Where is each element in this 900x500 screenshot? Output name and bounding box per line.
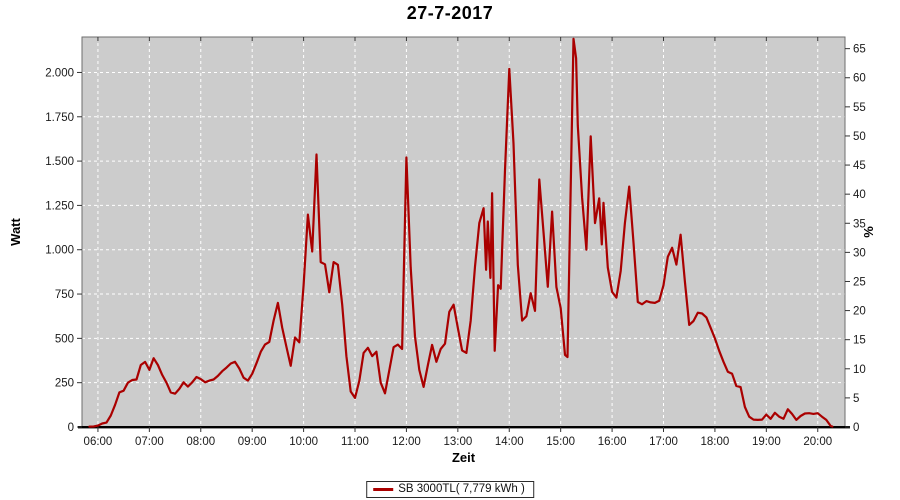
x-tick-label: 19:00 (752, 436, 781, 448)
y-left-tick-label: 750 (55, 289, 74, 301)
x-axis-line (78, 426, 850, 429)
x-tick-label: 07:00 (135, 436, 164, 448)
x-tick-label: 11:00 (341, 436, 369, 448)
y-right-tick-label: 55 (853, 102, 866, 114)
legend-line-marker (373, 487, 394, 491)
y-right-tick-label: 20 (853, 306, 866, 318)
y-right-tick-label: 0 (853, 422, 859, 434)
x-tick-label: 18:00 (701, 436, 730, 448)
y-right-tick-label: 30 (853, 247, 866, 259)
y-right-tick-label: 5 (853, 393, 859, 405)
x-tick-label: 10:00 (289, 436, 318, 448)
x-tick-label: 17:00 (649, 436, 678, 448)
y-left-axis-label: Watt (8, 217, 23, 245)
x-tick-label: 20:00 (803, 436, 832, 448)
series-line (88, 37, 834, 428)
plot-area (82, 37, 845, 427)
y-right-tick-label: 15 (853, 335, 866, 347)
y-left-tick-label: 1.500 (45, 156, 74, 168)
y-left-tick-label: 1.750 (45, 112, 74, 124)
x-tick-label: 08:00 (186, 436, 215, 448)
legend-label: SB 3000TL( 7,779 kWh ) (398, 483, 525, 495)
legend: SB 3000TL( 7,779 kWh ) (366, 481, 534, 498)
x-axis-label: Zeit (452, 450, 476, 465)
y-left-tick-label: 1.000 (45, 245, 74, 257)
x-tick-label: 12:00 (392, 436, 421, 448)
x-tick-label: 14:00 (495, 436, 524, 448)
y-right-tick-label: 45 (853, 160, 866, 172)
x-tick-label: 13:00 (443, 436, 472, 448)
y-right-axis-label: % (861, 226, 876, 238)
y-right-tick-label: 65 (853, 44, 866, 56)
x-tick-label: 16:00 (598, 436, 627, 448)
y-left-tick-label: 500 (55, 333, 74, 345)
x-tick-label: 06:00 (84, 436, 113, 448)
y-right-tick-label: 50 (853, 131, 866, 143)
chart-title: 27-7-2017 (406, 3, 494, 23)
y-left-tick-label: 1.250 (45, 200, 74, 212)
y-left-tick-label: 250 (55, 378, 74, 390)
y-right-tick-label: 10 (853, 364, 866, 376)
y-right-tick-label: 25 (853, 276, 866, 288)
y-right-tick-label: 40 (853, 189, 866, 201)
y-left-tick-label: 0 (68, 422, 74, 434)
y-right-tick-label: 60 (853, 73, 866, 85)
x-tick-label: 09:00 (238, 436, 267, 448)
y-left-tick-label: 2.000 (45, 67, 74, 79)
x-tick-label: 15:00 (546, 436, 575, 448)
y-right-tick-label: 35 (853, 218, 866, 230)
